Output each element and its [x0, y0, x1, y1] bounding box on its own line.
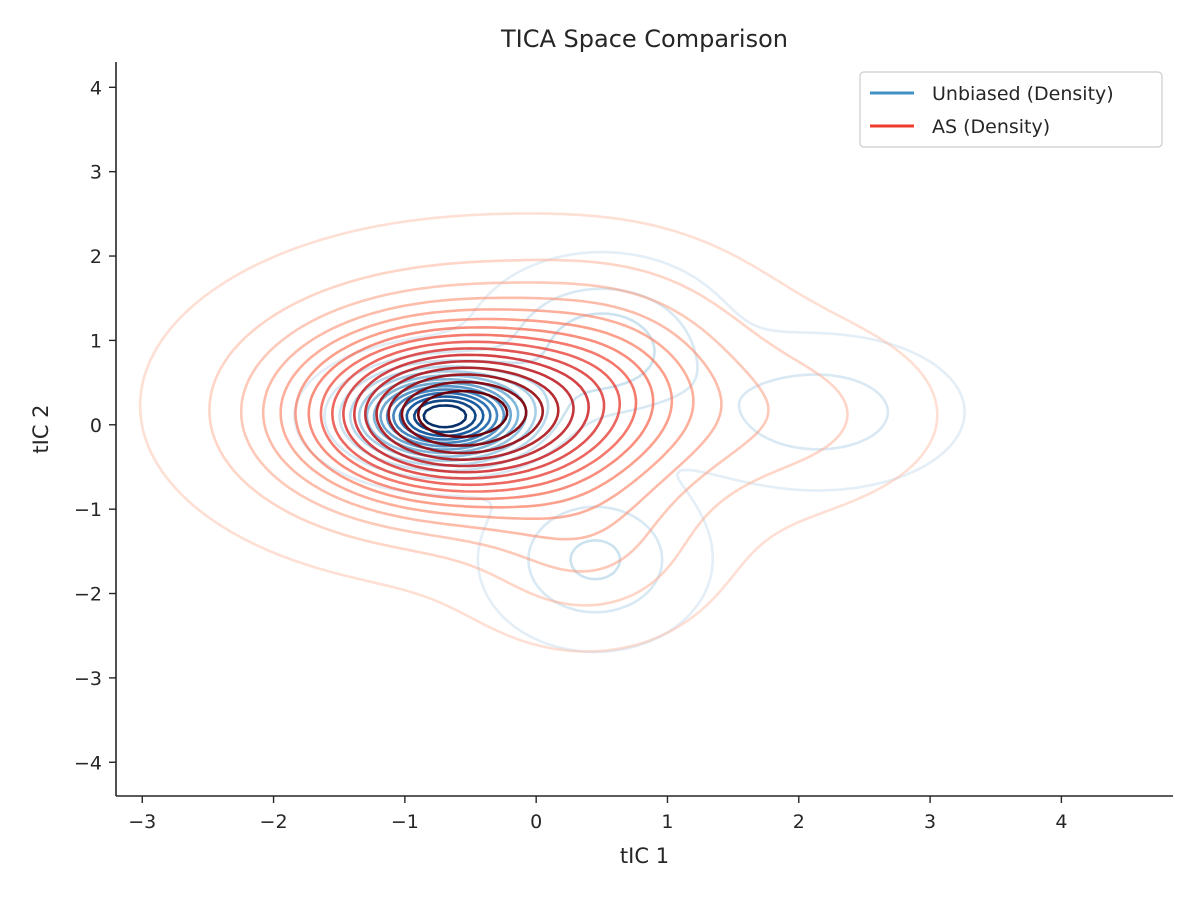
contour-level [422, 404, 468, 429]
y-tick-label: −3 [74, 668, 102, 690]
as-density-contours [138, 212, 939, 653]
x-tick-label: 3 [924, 811, 936, 833]
y-tick-label: 4 [90, 77, 102, 99]
contour-level [279, 308, 695, 520]
contour-level [387, 373, 545, 455]
x-tick-label: −2 [260, 811, 288, 833]
y-tick-label: −2 [74, 584, 102, 606]
contour-level [307, 326, 655, 501]
x-axis-ticks: −3 −2 −1 0 1 2 3 4 [128, 796, 1067, 833]
y-axis-title: tIC 2 [29, 404, 53, 453]
contour-level [138, 212, 939, 653]
legend-label-unbiased: Unbiased (Density) [932, 83, 1114, 105]
contour-level [239, 281, 770, 573]
x-tick-label: 2 [793, 811, 805, 833]
contour-level [208, 258, 849, 607]
x-tick-label: 4 [1055, 811, 1067, 833]
contour-level [405, 395, 485, 438]
contour-level [331, 340, 622, 487]
contour-level [364, 360, 575, 468]
x-tick-label: 1 [661, 811, 673, 833]
x-axis-title: tIC 1 [620, 844, 669, 868]
y-tick-label: 3 [90, 162, 102, 184]
y-tick-label: 1 [90, 330, 102, 352]
x-tick-label: −3 [128, 811, 156, 833]
y-tick-label: 2 [90, 246, 102, 268]
y-tick-label: −1 [74, 499, 102, 521]
contour-level [294, 317, 674, 509]
contour-level [261, 296, 723, 541]
x-tick-label: 0 [530, 811, 542, 833]
contour-level [342, 347, 606, 480]
contour-level [416, 389, 509, 439]
legend: Unbiased (Density) AS (Density) [859, 71, 1163, 148]
contour-level [375, 366, 560, 461]
x-tick-label: −1 [391, 811, 419, 833]
y-axis-ticks: −4 −3 −2 −1 0 1 2 3 4 [74, 77, 116, 774]
contour-level [400, 380, 528, 447]
y-tick-label: 0 [90, 415, 102, 437]
y-tick-label: −4 [74, 752, 102, 774]
contour-level [353, 353, 590, 474]
legend-box [859, 71, 1163, 148]
legend-label-as: AS (Density) [932, 116, 1050, 138]
chart-title: TICA Space Comparison [500, 25, 788, 53]
contour-level [319, 333, 638, 493]
